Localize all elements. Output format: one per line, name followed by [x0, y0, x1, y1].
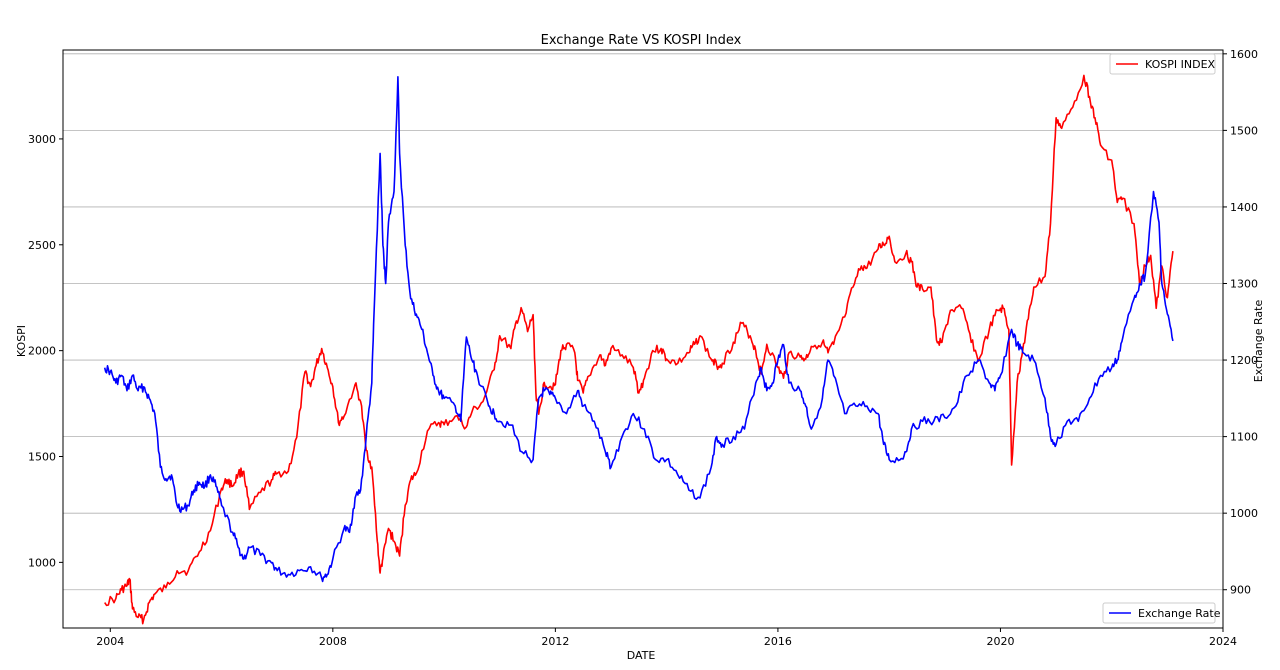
- y-right-tick-label-5: 1400: [1230, 201, 1258, 214]
- exchange-series-layer: [103, 76, 1174, 583]
- legend-kospi-box: [1109, 53, 1216, 75]
- y-left-tick-label-0: 1000: [28, 556, 56, 569]
- legend-exchange-label: Exchange Rate: [1138, 607, 1221, 620]
- exchange-rate-line: [103, 76, 1174, 583]
- y-left-tick-label-3: 2500: [28, 239, 56, 252]
- y-left-tick-label-2: 2000: [28, 345, 56, 358]
- x-axis-title: DATE: [627, 649, 656, 662]
- x-tick-label-3: 2016: [764, 635, 792, 648]
- legend-exchange: Exchange Rate: [1102, 602, 1221, 624]
- left-y-axis: 1000 1500 2000 2500 3000: [28, 133, 63, 569]
- y-right-tick-label-0: 900: [1230, 584, 1251, 597]
- x-tick-label-1: 2008: [319, 635, 347, 648]
- y-right-tick-label-6: 1500: [1230, 124, 1258, 137]
- y-left-tick-label-4: 3000: [28, 133, 56, 146]
- y-right-tick-label-3: 1200: [1230, 354, 1258, 367]
- y-right-tick-label-2: 1100: [1230, 431, 1258, 444]
- legend-kospi: KOSPI INDEX: [1109, 53, 1216, 75]
- x-tick-label-2: 2012: [541, 635, 569, 648]
- chart-title: Exchange Rate VS KOSPI Index: [541, 33, 742, 48]
- legend-kospi-label: KOSPI INDEX: [1145, 58, 1216, 71]
- y-right-tick-label-7: 1600: [1230, 48, 1258, 61]
- y-left-tick-label-1: 1500: [28, 451, 56, 464]
- y-right-tick-label-1: 1000: [1230, 507, 1258, 520]
- x-tick-label-4: 2020: [986, 635, 1014, 648]
- x-tick-label-5: 2024: [1209, 635, 1237, 648]
- kospi-line: [104, 74, 1174, 625]
- legend-exchange-box: [1102, 602, 1216, 624]
- kospi-series-layer: [104, 74, 1174, 625]
- plot-frame: [62, 49, 1224, 629]
- right-y-axis: 900 1000 1100 1200 1300 1400 1500 1600: [1223, 48, 1258, 597]
- left-y-axis-title: KOSPI: [15, 325, 28, 357]
- x-tick-label-0: 2004: [96, 635, 124, 648]
- right-y-axis-title: Exchange Rate: [1252, 300, 1265, 383]
- y-right-tick-label-4: 1300: [1230, 277, 1258, 290]
- grid-lines: [63, 53, 1223, 591]
- x-axis: 2004 2008 2012 2016 2020 2024: [96, 628, 1237, 648]
